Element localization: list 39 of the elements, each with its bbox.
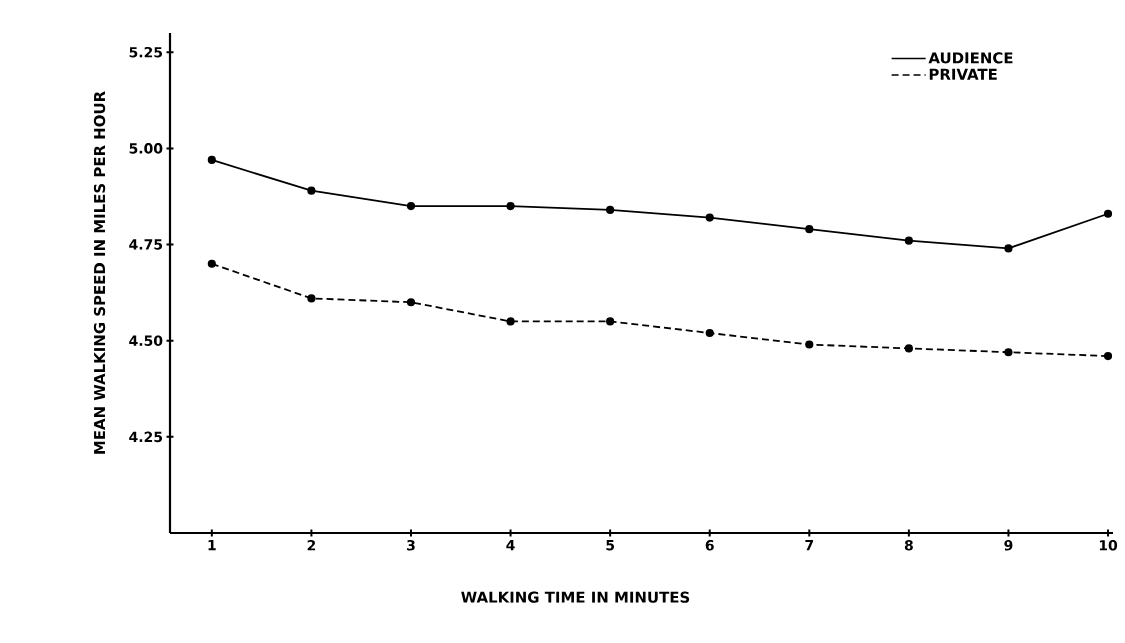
x-tick-label: 8 — [904, 540, 913, 551]
point — [606, 317, 615, 326]
y-tick-label: 4.25 — [129, 431, 163, 443]
x-axis-title: WALKING TIME IN MINUTES — [461, 591, 690, 603]
x-tick-label: 7 — [805, 540, 814, 551]
x-tick-label: 3 — [407, 540, 415, 551]
point — [307, 294, 316, 303]
point — [805, 340, 814, 349]
point — [1103, 209, 1113, 218]
point — [805, 225, 814, 234]
x-tick-label: 5 — [606, 540, 615, 551]
legend-label: AUDIENCE — [928, 52, 1013, 64]
point — [406, 298, 416, 307]
legend-label: PRIVATE — [929, 68, 997, 80]
y-tick-label: 5.00 — [129, 143, 163, 154]
point — [606, 205, 615, 215]
x-tick-label: 9 — [1004, 540, 1013, 551]
point — [904, 236, 913, 245]
point — [705, 213, 714, 222]
point — [207, 155, 216, 165]
point — [705, 328, 714, 338]
y-tick-label: 4.75 — [129, 239, 163, 250]
point — [1004, 244, 1013, 253]
x-tick-label: 4 — [506, 540, 515, 551]
point — [307, 186, 316, 195]
x-tick-label: 10 — [1099, 540, 1118, 551]
point — [207, 259, 216, 268]
point — [406, 201, 416, 211]
x-tick-label: 2 — [307, 540, 316, 551]
point — [506, 317, 515, 326]
y-axis-title: MEAN WALKING SPEED IN MILES PER HOUR — [93, 91, 106, 454]
y-tick-label: 5.25 — [129, 46, 163, 58]
x-tick-label: 6 — [705, 540, 714, 551]
point — [904, 344, 913, 353]
y-tick-label: 4.50 — [129, 335, 163, 346]
point — [1004, 348, 1013, 357]
point — [1103, 351, 1113, 361]
x-tick-label: 1 — [208, 540, 216, 551]
point — [506, 201, 515, 211]
